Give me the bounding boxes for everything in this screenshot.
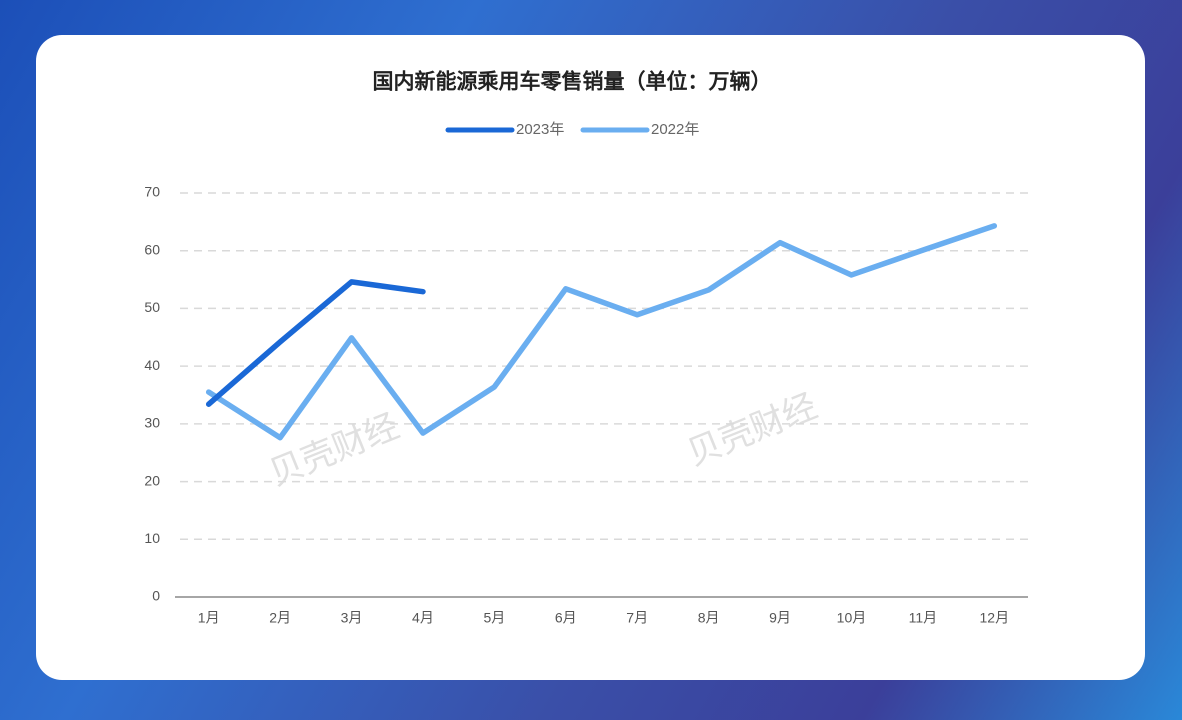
x-tick-label: 12月 <box>980 610 1010 626</box>
chart-title: 国内新能源乘用车零售销量（单位：万辆） <box>373 70 772 94</box>
x-tick-label: 11月 <box>909 610 938 626</box>
x-tick-label: 4月 <box>412 610 434 626</box>
x-tick-label: 5月 <box>483 610 505 626</box>
watermark: 贝壳财经 <box>264 407 404 493</box>
legend-label: 2022年 <box>651 121 699 138</box>
x-tick-label: 1月 <box>198 610 220 626</box>
y-tick-label: 70 <box>144 184 160 200</box>
x-tick-label: 2月 <box>269 610 291 626</box>
x-tick-label: 6月 <box>555 610 577 626</box>
y-tick-label: 30 <box>144 415 160 431</box>
card <box>36 35 1145 680</box>
y-tick-label: 50 <box>144 299 160 315</box>
y-tick-label: 40 <box>144 357 160 373</box>
series-line <box>205 223 998 441</box>
x-tick-label: 7月 <box>626 610 648 626</box>
x-tick-label: 8月 <box>698 610 720 626</box>
y-tick-label: 20 <box>144 472 160 488</box>
y-tick-label: 0 <box>152 588 160 604</box>
y-tick-label: 10 <box>144 530 160 546</box>
x-tick-label: 10月 <box>837 610 867 626</box>
y-tick-label: 60 <box>144 241 160 257</box>
series-line <box>205 279 426 407</box>
x-tick-label: 3月 <box>341 610 363 626</box>
watermark: 贝壳财经 <box>682 387 822 473</box>
x-tick-label: 9月 <box>769 610 791 626</box>
legend-label: 2023年 <box>516 121 564 138</box>
